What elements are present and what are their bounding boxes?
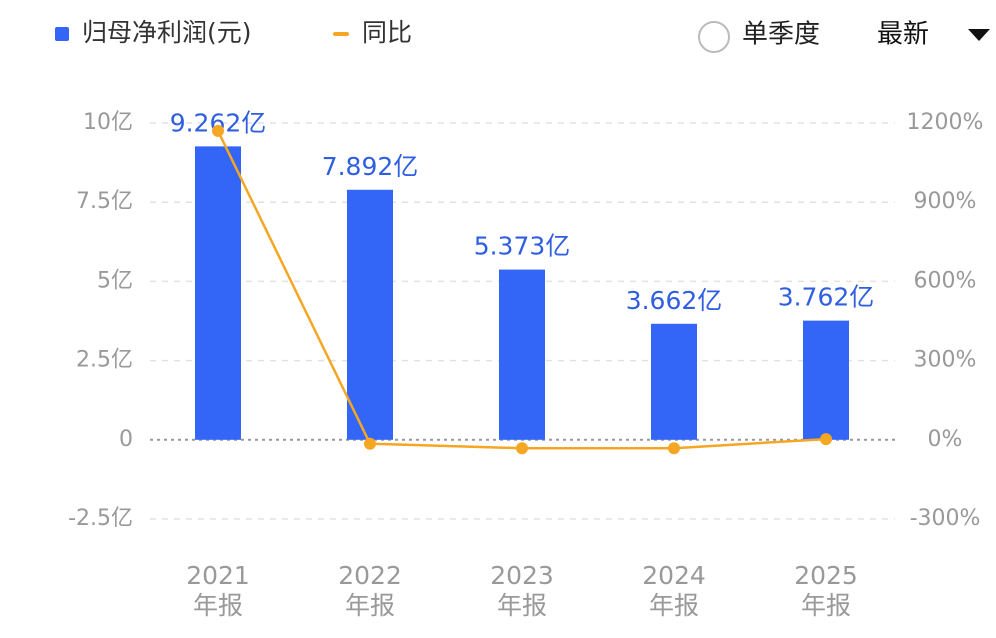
bar bbox=[499, 269, 545, 440]
y-tick-label: 7.5亿 bbox=[76, 189, 133, 214]
x-tick-label-line: 年报 bbox=[801, 591, 851, 620]
legend-label: 同比 bbox=[362, 18, 412, 47]
y2-tick-label: 300% bbox=[914, 348, 977, 373]
line-point bbox=[516, 442, 528, 455]
y-tick-label: -2.5亿 bbox=[68, 506, 133, 531]
data-label: 3.762亿 bbox=[778, 283, 875, 312]
x-tick-label: 2021 年报 bbox=[186, 561, 250, 620]
x-tick-label-line: 2022 bbox=[338, 561, 402, 590]
x-tick-label: 2023 年报 bbox=[490, 561, 554, 620]
x-tick-label-line: 年报 bbox=[649, 591, 699, 620]
sort-dropdown[interactable]: 最新 bbox=[877, 20, 929, 50]
y2-tick-label: 600% bbox=[914, 268, 977, 293]
y2-tick-label: 900% bbox=[914, 189, 977, 214]
line-point bbox=[820, 433, 832, 446]
x-tick-label: 2022 年报 bbox=[338, 561, 402, 620]
y2-tick-label: 1200% bbox=[907, 110, 984, 135]
legend-swatch-line bbox=[333, 32, 349, 36]
bar bbox=[803, 320, 849, 440]
radio-button[interactable] bbox=[698, 21, 730, 53]
bar bbox=[651, 323, 697, 440]
data-label: 5.373亿 bbox=[474, 232, 571, 261]
y-tick-label: 10亿 bbox=[83, 110, 133, 135]
x-tick-label: 2024 年报 bbox=[642, 561, 706, 620]
y-tick-label: 2.5亿 bbox=[76, 348, 133, 373]
y2-tick-label: -300% bbox=[910, 506, 981, 531]
x-tick-label-line: 2021 bbox=[186, 561, 250, 590]
x-tick-label-line: 年报 bbox=[193, 591, 243, 620]
x-tick-label: 2025 年报 bbox=[794, 561, 858, 620]
y-tick-label: 0 bbox=[119, 427, 133, 452]
line-point bbox=[212, 124, 224, 137]
bar bbox=[347, 189, 393, 440]
y2-tick-label: 0% bbox=[928, 427, 963, 452]
data-label: 3.662亿 bbox=[626, 286, 723, 315]
dropdown-arrow[interactable] bbox=[968, 29, 990, 41]
data-label: 7.892亿 bbox=[322, 152, 419, 181]
period-toggle[interactable]: 单季度 bbox=[742, 20, 820, 50]
legend-swatch-bar bbox=[55, 27, 69, 41]
x-tick-label-line: 年报 bbox=[497, 591, 547, 620]
y-tick-label: 5亿 bbox=[97, 268, 133, 293]
x-tick-label-line: 2023 bbox=[490, 561, 554, 590]
x-tick-label-line: 年报 bbox=[345, 591, 395, 620]
bar bbox=[195, 146, 241, 440]
line-point bbox=[364, 437, 376, 450]
x-tick-label-line: 2025 bbox=[794, 561, 858, 590]
line-point bbox=[668, 442, 680, 455]
legend-label: 归母净利润(元) bbox=[82, 18, 252, 47]
x-tick-label-line: 2024 bbox=[642, 561, 706, 590]
